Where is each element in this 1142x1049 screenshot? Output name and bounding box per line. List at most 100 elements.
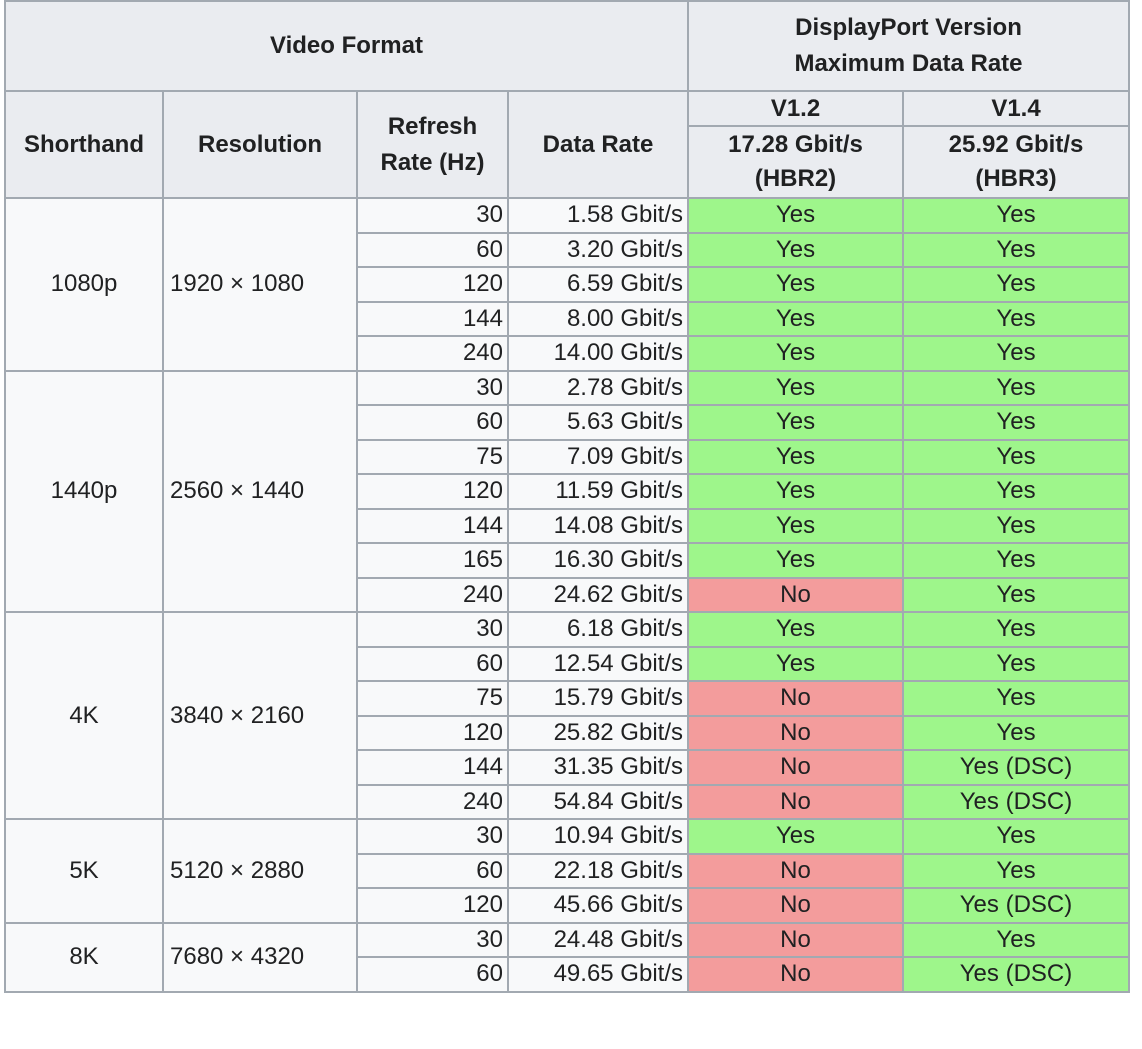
data-rate-cell: 24.48 Gbit/s [507, 921, 689, 958]
v12-support-cell: Yes [687, 818, 904, 855]
v14-support-cell: Yes [902, 576, 1130, 613]
v12-support-cell: No [687, 714, 904, 751]
v12-support-cell: Yes [687, 404, 904, 441]
displayport-version-header: DisplayPort Version Maximum Data Rate [687, 0, 1130, 92]
table-row: 1080p 1920 × 1080 30 1.58 Gbit/s Yes Yes [4, 197, 1130, 372]
v14-rate-header: 25.92 Gbit/s (HBR3) [902, 125, 1130, 199]
v14-support-cell: Yes [902, 197, 1130, 234]
refresh-rate-cell: 60 [356, 645, 509, 682]
v14-support-cell: Yes (DSC) [902, 887, 1130, 924]
refresh-rate-cell: 60 [356, 956, 509, 993]
refresh-rate-cell: 75 [356, 438, 509, 475]
v14-support-cell: Yes (DSC) [902, 749, 1130, 786]
data-rate-cell: 12.54 Gbit/s [507, 645, 689, 682]
v14-rate: 25.92 Gbit/s [948, 131, 1084, 158]
v14-support-cell: Yes [902, 645, 1130, 682]
v14-support-cell: Yes [902, 438, 1130, 475]
v14-support-cell: Yes [902, 231, 1130, 268]
refresh-rate-cell: 144 [356, 507, 509, 544]
table-row: 240 24.62 Gbit/s No Yes [5, 576, 1130, 613]
v14-support-cell: Yes [902, 473, 1130, 510]
refresh-rate-cell: 120 [356, 266, 509, 303]
refresh-rate-cell: 240 [356, 335, 509, 372]
data-rate-cell: 25.82 Gbit/s [507, 714, 689, 751]
v12-mode: (HBR2) [754, 165, 837, 192]
v14-support-cell: Yes [902, 300, 1130, 337]
v12-support-cell: No [687, 576, 904, 613]
table-row: 120 25.82 Gbit/s No Yes [5, 714, 1130, 751]
data-rate-cell: 14.00 Gbit/s [507, 335, 689, 372]
v14-support-cell: Yes [902, 611, 1130, 648]
table-row: 60 22.18 Gbit/s No Yes [5, 852, 1130, 889]
v12-support-cell: No [687, 783, 904, 820]
table-row: 60 5.63 Gbit/s Yes Yes [5, 404, 1130, 441]
data-rate-cell: 3.20 Gbit/s [507, 231, 689, 268]
resolution-cell: 1920 × 1080 [162, 197, 358, 372]
v14-support-cell: Yes [902, 369, 1130, 406]
table-row: 75 15.79 Gbit/s No Yes [5, 680, 1130, 717]
data-rate-cell: 31.35 Gbit/s [507, 749, 689, 786]
shorthand-header: Shorthand [4, 90, 164, 199]
v12-support-cell: Yes [687, 645, 904, 682]
resolution-cell: 5120 × 2880 [162, 818, 358, 924]
refresh-rate-line2: Rate (Hz) [380, 148, 485, 176]
table-row: 60 12.54 Gbit/s Yes Yes [5, 645, 1130, 682]
v12-support-cell: Yes [687, 438, 904, 475]
data-rate-cell: 15.79 Gbit/s [507, 680, 689, 717]
v12-support-cell: Yes [687, 231, 904, 268]
refresh-rate-line1: Refresh [387, 112, 478, 140]
table-row: 144 8.00 Gbit/s Yes Yes [5, 300, 1130, 337]
data-rate-header: Data Rate [507, 90, 689, 199]
data-rate-cell: 1.58 Gbit/s [507, 197, 689, 234]
refresh-rate-header: Refresh Rate (Hz) [356, 90, 509, 199]
v14-support-cell: Yes [902, 507, 1130, 544]
table-row: 120 45.66 Gbit/s No Yes (DSC) [5, 887, 1130, 924]
header-row-top: Video Format DisplayPort Version Maximum… [4, 0, 1130, 92]
dp-version-title: DisplayPort Version [795, 14, 1022, 41]
shorthand-cell: 5K [4, 818, 164, 924]
data-rate-cell: 7.09 Gbit/s [507, 438, 689, 475]
v14-header: V1.4 [902, 90, 1130, 127]
shorthand-cell: 8K [4, 921, 164, 993]
refresh-rate-cell: 75 [356, 680, 509, 717]
v12-support-cell: No [687, 921, 904, 958]
header-row-middle: Shorthand Resolution Refresh Rate (Hz) D… [4, 90, 1130, 199]
table-row: 4K 3840 × 2160 30 6.18 Gbit/s Yes Yes [4, 611, 1130, 820]
data-rate-cell: 11.59 Gbit/s [507, 473, 689, 510]
v12-support-cell: No [687, 956, 904, 993]
table-header: Video Format DisplayPort Version Maximum… [4, 0, 1130, 199]
v14-support-cell: Yes [902, 680, 1130, 717]
refresh-rate-cell: 60 [356, 404, 509, 441]
table-row: 144 14.08 Gbit/s Yes Yes [5, 507, 1130, 544]
resolution-header: Resolution [162, 90, 358, 199]
video-format-header: Video Format [4, 0, 689, 92]
v12-support-cell: Yes [687, 542, 904, 579]
displayport-data-rate-table: Video Format DisplayPort Version Maximum… [4, 0, 1130, 993]
v14-support-cell: Yes [902, 714, 1130, 751]
table-body: 1080p 1920 × 1080 30 1.58 Gbit/s Yes Yes 60 3.2… [4, 197, 1130, 993]
table-row: 60 3.20 Gbit/s Yes Yes [5, 231, 1130, 268]
refresh-rate-cell: 30 [356, 611, 509, 648]
refresh-rate-cell: 240 [356, 783, 509, 820]
table-row: 120 6.59 Gbit/s Yes Yes [5, 266, 1130, 303]
v12-rate-header: 17.28 Gbit/s (HBR2) [687, 125, 904, 199]
v12-support-cell: Yes [687, 197, 904, 234]
header-row-bottom: 17.28 Gbit/s (HBR2) 25.92 Gbit/s (HBR3) [5, 125, 1130, 199]
refresh-rate-cell: 120 [356, 714, 509, 751]
v12-support-cell: No [687, 749, 904, 786]
data-rate-cell: 5.63 Gbit/s [507, 404, 689, 441]
refresh-rate-cell: 144 [356, 300, 509, 337]
shorthand-cell: 4K [4, 611, 164, 820]
v12-support-cell: Yes [687, 611, 904, 648]
refresh-rate-cell: 30 [356, 818, 509, 855]
table-row: 240 54.84 Gbit/s No Yes (DSC) [5, 783, 1130, 820]
table-row: 60 49.65 Gbit/s No Yes (DSC) [5, 956, 1130, 993]
refresh-rate-cell: 30 [356, 369, 509, 406]
v14-support-cell: Yes [902, 335, 1130, 372]
resolution-cell: 7680 × 4320 [162, 921, 358, 993]
data-rate-cell: 54.84 Gbit/s [507, 783, 689, 820]
refresh-rate-cell: 30 [356, 197, 509, 234]
v14-support-cell: Yes [902, 404, 1130, 441]
v12-support-cell: No [687, 852, 904, 889]
refresh-rate-cell: 60 [356, 231, 509, 268]
